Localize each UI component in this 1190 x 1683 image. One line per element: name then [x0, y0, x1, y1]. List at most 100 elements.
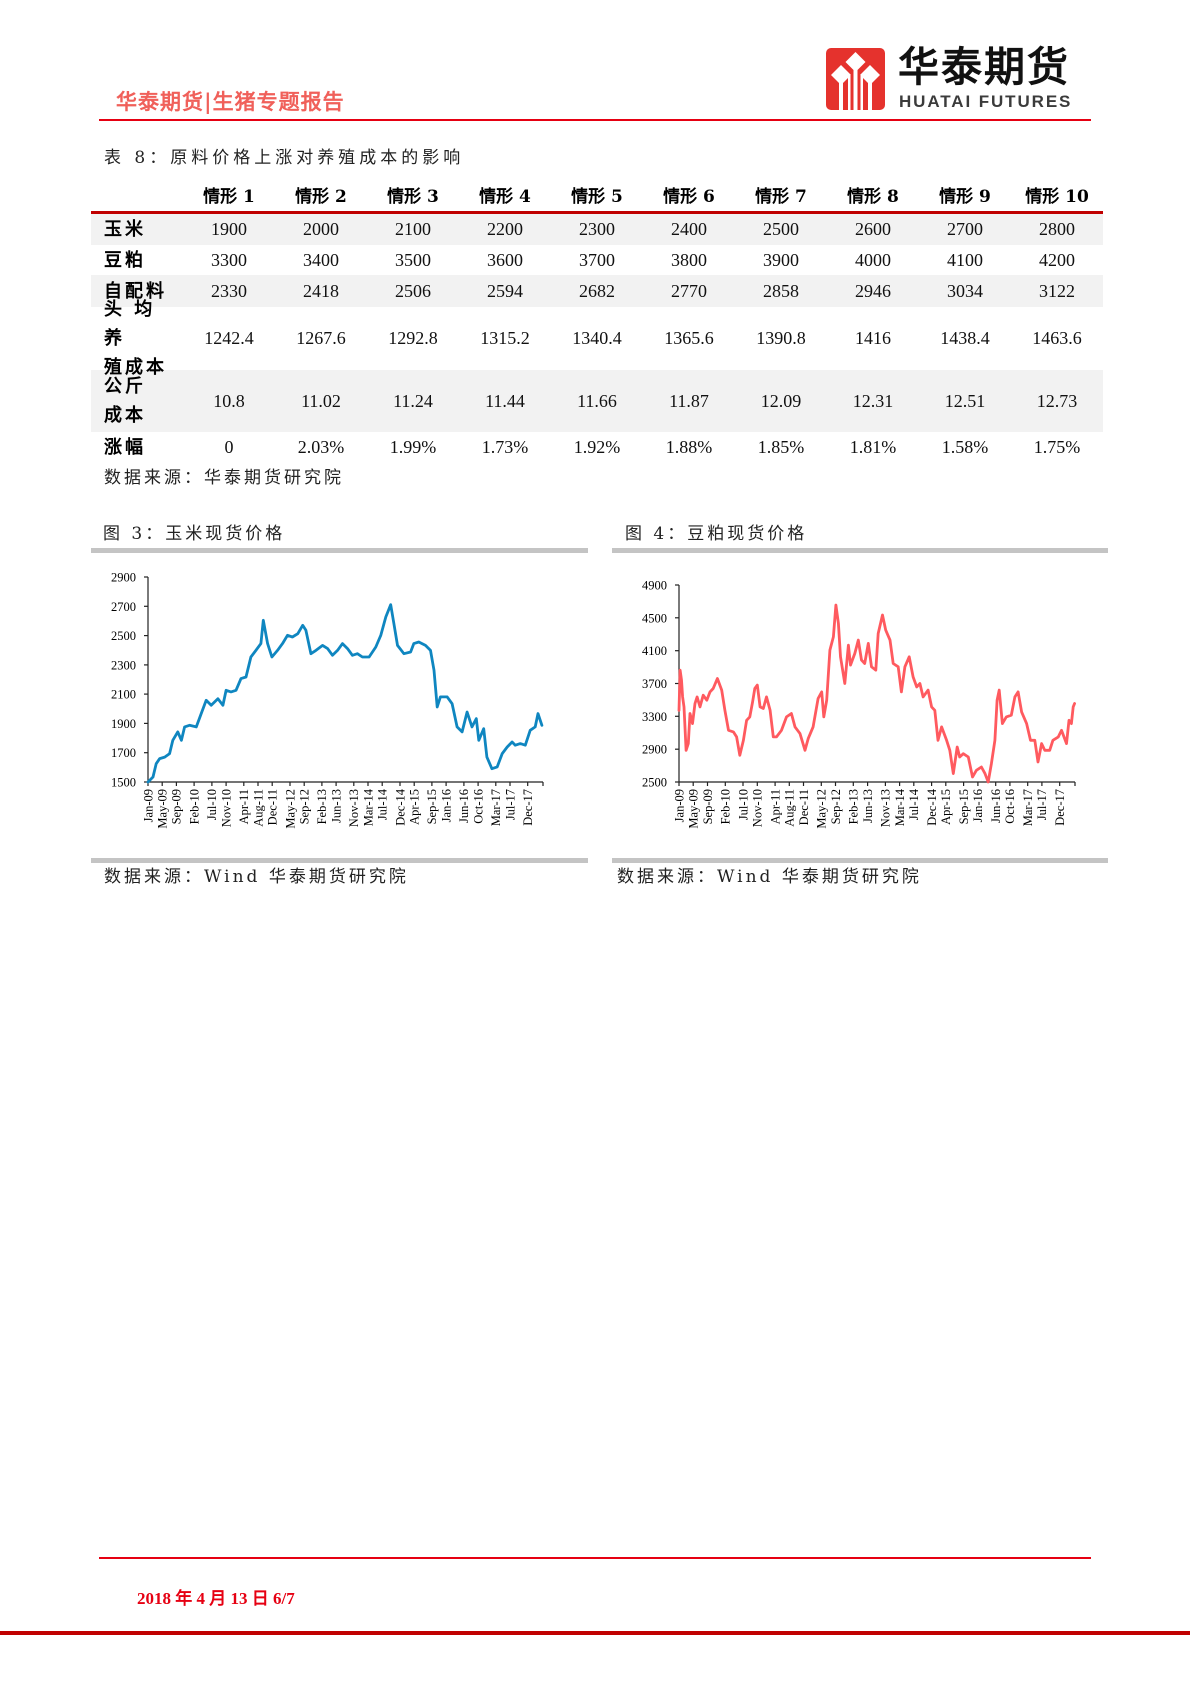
footer-date-page: 2018 年 4 月 13 日 6/7 — [137, 1589, 295, 1608]
header-divider — [99, 119, 1091, 121]
table-cell: 2770 — [671, 280, 707, 301]
header-cell: 情形 5 — [571, 186, 623, 207]
table-row-soymeal: 豆粕 3300 3400 3500 3600 3700 3800 3900 40… — [91, 245, 1103, 275]
table-cell: 2500 — [763, 219, 799, 239]
table-cell: 2800 — [1039, 219, 1075, 239]
table-cell: 2682 — [579, 280, 615, 301]
table-cell: 1.99% — [389, 436, 437, 457]
table-cell: 2100 — [395, 219, 431, 239]
price-line — [677, 603, 1077, 784]
table-cell: 12.31 — [852, 390, 894, 411]
table-cell: 1365.6 — [664, 328, 714, 348]
x-tick-label: Mar-17 — [489, 789, 503, 826]
header-cell: 情形 9 — [939, 186, 991, 207]
header-cell: 情形 3 — [387, 186, 439, 207]
x-tick-label: Dec-17 — [521, 789, 535, 826]
x-tick-label: May-12 — [815, 789, 829, 829]
x-tick-label: Sep-12 — [298, 789, 312, 824]
table-cell: 1340.4 — [572, 328, 622, 348]
table-cell: 3500 — [395, 249, 431, 270]
x-tick-label: Jul-17 — [503, 789, 517, 820]
x-tick-label: Aug-11 — [251, 789, 265, 827]
table-header-rule — [91, 211, 1103, 214]
table-cell: 3800 — [671, 249, 707, 270]
table-cell: 2594 — [487, 280, 523, 301]
y-tick-label: 2900 — [642, 743, 667, 757]
cost-impact-table: 情形 1 情形 2 情形 3 情形 4 情形 5 情形 6 情形 7 情形 8 … — [91, 177, 1103, 462]
table-cell: 1900 — [211, 219, 247, 239]
report-title: 华泰期货|生猪专题报告 — [116, 89, 345, 114]
y-tick-label: 1900 — [111, 717, 136, 731]
table-cell: 1438.4 — [940, 328, 990, 348]
huatai-logo-icon — [826, 48, 885, 110]
x-tick-label: Apr-11 — [768, 789, 782, 824]
x-tick-label: May-09 — [156, 789, 170, 829]
table-source: 数据来源：华泰期货研究院 — [104, 468, 344, 488]
x-tick-label: Dec-11 — [266, 789, 280, 825]
soymeal-price-chart: 2500 2900 3300 3700 4100 4500 4900 Jan-09 May-09… — [642, 579, 1077, 829]
table-cell: 2300 — [579, 219, 615, 239]
table-cell: 3034 — [947, 280, 983, 301]
table-cell: 1463.6 — [1032, 328, 1082, 348]
x-tick-label: Sep-15 — [425, 789, 439, 824]
table-cell: 2700 — [947, 219, 983, 239]
y-tick-label: 2700 — [111, 600, 136, 614]
table-cell: 1.58% — [941, 436, 989, 457]
y-tick-label: 1700 — [111, 746, 136, 760]
figure-3-bottom-bar — [91, 858, 588, 863]
x-tick-label: Jan-16 — [971, 789, 985, 822]
x-tick-label: Dec-17 — [1053, 789, 1067, 826]
row-label: 豆粕 — [104, 249, 146, 271]
table-cell: 4200 — [1039, 249, 1075, 270]
x-tick-label: Nov-13 — [879, 789, 893, 827]
table-cell: 10.8 — [213, 390, 245, 411]
x-tick-label: Nov-13 — [347, 789, 361, 827]
x-tick-label: Aug-11 — [783, 789, 797, 827]
row-label: 玉米 — [104, 219, 146, 240]
y-tick-label: 3300 — [642, 710, 667, 724]
y-tick-label: 2500 — [111, 629, 136, 643]
x-tick-label: Jun-16 — [989, 789, 1003, 823]
table-cell: 3300 — [211, 249, 247, 270]
table-cell: 2506 — [395, 280, 431, 301]
x-tick-label: Jul-17 — [1035, 789, 1049, 820]
x-tick-label: Mar-14 — [893, 788, 907, 826]
x-tick-label: Mar-17 — [1021, 789, 1035, 826]
x-tick-label: Jan-16 — [439, 789, 453, 822]
x-tick-label: Apr-15 — [408, 789, 422, 825]
table-cell: 2418 — [303, 280, 339, 301]
x-tick-label: Oct-16 — [1003, 789, 1017, 824]
x-tick-label: Jun-13 — [329, 789, 343, 823]
table-row-cost-per-kg: 公斤 成本 10.8 11.02 11.24 11.44 11.66 11.87… — [91, 370, 1103, 432]
table-cell: 2600 — [855, 219, 891, 239]
table-cell: 3600 — [487, 249, 523, 270]
y-tick-label: 1500 — [111, 776, 136, 790]
header-cell: 情形 6 — [663, 186, 715, 207]
figure-3-top-bar — [91, 548, 588, 553]
x-tick-label: Jul-14 — [376, 788, 390, 820]
table-cell: 1.92% — [573, 436, 621, 457]
x-tick-label: Feb-13 — [847, 789, 861, 824]
table-cell: 2330 — [211, 280, 247, 301]
table-cell: 1.75% — [1033, 436, 1081, 457]
table-cell: 1.88% — [665, 436, 713, 457]
table-cell: 1292.8 — [388, 328, 438, 348]
table-cell: 2858 — [763, 280, 799, 301]
table-cell: 1390.8 — [756, 328, 806, 348]
x-tick-label: Apr-15 — [939, 789, 953, 825]
table-row-feed-mix: 自配料 2330 2418 2506 2594 2682 2770 2858 2… — [91, 275, 1103, 307]
footer-bottom-bar — [0, 1631, 1190, 1635]
row-label: 涨幅 — [104, 436, 146, 458]
table-row-increase-pct: 涨幅 0 2.03% 1.99% 1.73% 1.92% 1.88% 1.85%… — [91, 432, 1103, 462]
y-tick-label: 2500 — [642, 776, 667, 790]
y-tick-label: 4100 — [642, 644, 667, 658]
header-cell: 情形 1 — [203, 186, 255, 207]
x-tick-label: Mar-14 — [361, 788, 375, 826]
table-row-cost-per-head: 头 均 养 殖成本 1242.4 1267.6 1292.8 1315.2 13… — [91, 299, 1103, 378]
x-tick-label: Sep-09 — [170, 789, 184, 824]
x-tick-label: Sep-09 — [701, 789, 715, 824]
x-tick-label: Jun-13 — [861, 789, 875, 823]
logo-chinese-name: 华泰期货 — [898, 43, 1070, 91]
header-cell: 情形 8 — [847, 186, 899, 207]
